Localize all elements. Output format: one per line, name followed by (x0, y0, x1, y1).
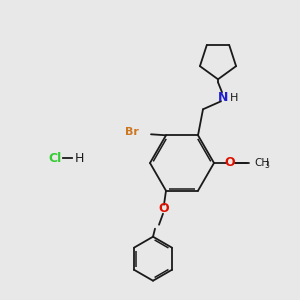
Text: O: O (159, 202, 169, 215)
Text: CH: CH (254, 158, 269, 168)
Text: 3: 3 (264, 160, 269, 169)
Text: Br: Br (125, 127, 139, 137)
Text: Cl: Cl (48, 152, 62, 164)
Text: H: H (230, 93, 238, 103)
Text: O: O (225, 157, 235, 169)
Text: N: N (218, 91, 228, 104)
Text: H: H (74, 152, 84, 164)
